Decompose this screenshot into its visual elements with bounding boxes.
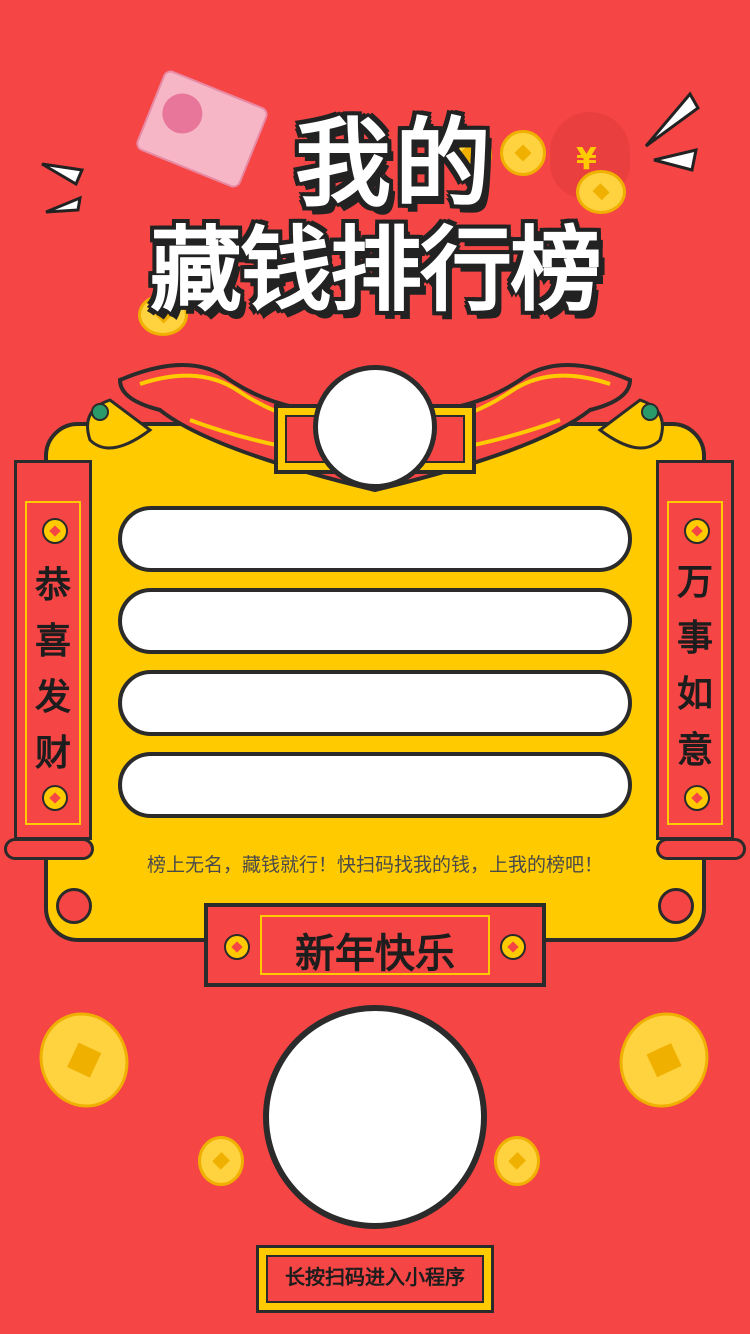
gold-coin-icon — [576, 170, 626, 214]
scan-cta-button[interactable]: 长按扫码进入小程序 — [256, 1245, 494, 1313]
title-line-1: 我的 — [295, 108, 495, 220]
qr-code-placeholder[interactable] — [263, 1005, 487, 1229]
coin-ornament-icon — [684, 518, 710, 544]
gold-coin-icon — [444, 130, 492, 178]
caption-text: 榜上无名，藏钱就行！快扫码找我的钱，上我的榜吧！ — [146, 854, 603, 876]
gold-coin-icon — [500, 130, 546, 176]
couplet-right-text: 万 事 如 意 — [659, 555, 731, 779]
couplet-right: 万 事 如 意 — [656, 460, 734, 840]
gold-coin-icon — [494, 1136, 540, 1186]
couplet-char: 财 — [34, 733, 71, 774]
cta-text: 长按扫码进入小程序 — [285, 1265, 465, 1289]
couplet-left: 恭 喜 发 财 — [14, 460, 92, 840]
couplet-left-text: 恭 喜 发 财 — [17, 558, 89, 782]
corner-ornament-icon — [56, 888, 92, 924]
gold-coin-icon — [26, 999, 142, 1121]
sparkle-right-icon — [644, 91, 700, 172]
couplet-char: 恭 — [34, 565, 71, 606]
coin-ornament-icon — [500, 934, 526, 960]
ranking-row — [118, 670, 632, 736]
ranking-row — [118, 752, 632, 818]
sparkle-left-icon — [41, 162, 85, 214]
coin-ornament-icon — [42, 785, 68, 811]
scroll-roll-right — [656, 838, 746, 860]
coin-ornament-icon — [42, 518, 68, 544]
title-line-2: 藏钱排行榜 — [149, 217, 602, 324]
banner-text: 新年快乐 — [295, 931, 455, 977]
gold-coin-icon — [198, 1136, 244, 1186]
coin-ornament-icon — [224, 934, 250, 960]
couplet-char: 万 — [676, 562, 713, 603]
scroll-roll-left — [4, 838, 94, 860]
couplet-char: 喜 — [34, 621, 71, 662]
avatar — [313, 365, 437, 489]
coin-ornament-icon — [684, 785, 710, 811]
couplet-char: 如 — [676, 674, 713, 715]
gold-coin-icon — [606, 999, 722, 1121]
couplet-char: 事 — [676, 618, 713, 659]
corner-ornament-icon — [658, 888, 694, 924]
couplet-char: 意 — [676, 730, 713, 771]
ranking-row — [118, 506, 632, 572]
couplet-char: 发 — [34, 677, 71, 718]
new-year-banner: 新年快乐 — [204, 903, 546, 987]
gold-coin-icon — [138, 294, 188, 336]
ranking-row — [118, 588, 632, 654]
